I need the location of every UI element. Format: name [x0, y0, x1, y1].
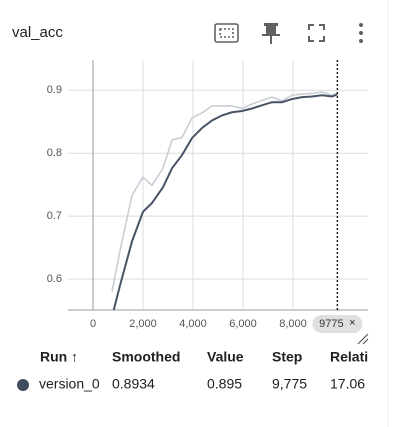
series-line: [111, 91, 338, 292]
fullscreen-icon[interactable]: [308, 24, 325, 42]
x-tick-label: 8,000: [279, 318, 307, 330]
menu-icon[interactable]: [359, 23, 363, 43]
step-badge-label: 9775: [319, 318, 343, 330]
plot-area: [111, 91, 338, 310]
table-cell: version_0: [39, 376, 100, 392]
y-tick-label: 0.8: [47, 147, 62, 159]
column-header: Step: [272, 349, 302, 365]
resize-icon[interactable]: [357, 333, 369, 345]
table-cell: 0.8934: [112, 376, 155, 392]
fit-icon[interactable]: [214, 23, 239, 43]
x-tick-label: 0: [90, 318, 96, 330]
axis-labels: 0.6 0.7 0.8 0.9 0 2,000 4,000 6,000 8,000: [47, 84, 307, 330]
card-title: val_acc: [12, 24, 63, 41]
grid: [68, 60, 368, 311]
x-tick-label: 4,000: [179, 318, 207, 330]
column-header: Run ↑: [40, 349, 78, 365]
column-header: Smoothed: [112, 349, 180, 365]
step-badge: [312, 315, 363, 333]
table: Run ↑ Smoothed Value Step Relati version_0 0.8…: [39, 349, 368, 392]
table-cell: 0.895: [207, 376, 242, 392]
x-tick-label: 2,000: [129, 318, 157, 330]
y-tick-label: 0.6: [47, 273, 62, 285]
step-badge-close: ×: [349, 317, 355, 329]
pin-icon[interactable]: [262, 23, 280, 44]
table-cell: 9,775: [272, 376, 307, 392]
y-tick-label: 0.7: [47, 210, 62, 222]
x-tick-label: 6,000: [229, 318, 257, 330]
column-header: Relati: [330, 349, 368, 365]
y-tick-label: 0.9: [47, 84, 62, 96]
run-color-dot: [17, 379, 29, 391]
column-header: Value: [207, 349, 244, 365]
table-cell: 17.06: [330, 376, 365, 392]
series-line: [112, 93, 338, 310]
